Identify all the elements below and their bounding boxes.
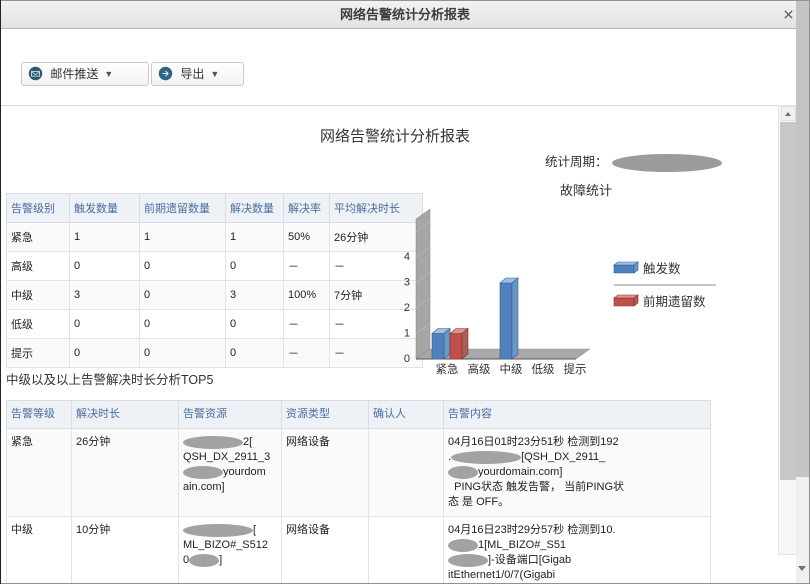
svg-text:4: 4 <box>404 251 410 263</box>
svg-text:紧急: 紧急 <box>436 362 459 376</box>
svg-text:前期遗留数: 前期遗留数 <box>643 294 706 309</box>
svg-text:1: 1 <box>404 328 410 340</box>
svg-text:0: 0 <box>404 353 410 365</box>
svg-text:高级: 高级 <box>468 362 491 376</box>
svg-text:低级: 低级 <box>532 363 555 376</box>
svg-text:中级: 中级 <box>500 363 523 376</box>
svg-text:3: 3 <box>404 277 410 289</box>
svg-text:2: 2 <box>404 302 410 314</box>
svg-text:触发数: 触发数 <box>643 261 681 276</box>
svg-text:提示: 提示 <box>564 362 587 376</box>
